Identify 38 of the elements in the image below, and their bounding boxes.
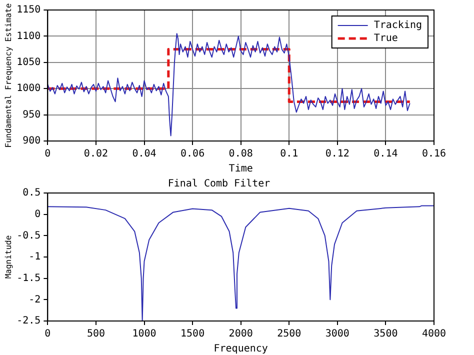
x-tick-label: 3500 — [374, 328, 398, 340]
y-tick-label: -1 — [28, 252, 41, 263]
x-tick-label: 0 — [44, 148, 51, 160]
x-axis-title: Frequency — [214, 344, 268, 355]
x-tick-label: 4000 — [422, 328, 446, 340]
y-tick-label: 1000 — [16, 83, 41, 94]
y-tick-label: 1100 — [16, 30, 41, 42]
y-axis-title: Fundamental Frequency Estimate — [4, 3, 13, 148]
x-tick-label: 0.1 — [280, 148, 298, 160]
x-tick-label: 1000 — [132, 328, 156, 340]
x-tick-label: 0.08 — [228, 148, 253, 160]
x-tick-label: 0.12 — [325, 148, 350, 160]
x-tick-label: 0.02 — [84, 148, 108, 160]
y-tick-label: -1.5 — [16, 272, 41, 284]
legend-label: Tracking — [374, 20, 422, 32]
x-tick-label: 2500 — [277, 328, 302, 340]
legend-label: True — [374, 33, 398, 44]
x-tick-label: 3000 — [325, 328, 350, 340]
x-tick-label: 0.16 — [422, 148, 446, 160]
x-tick-label: 0.14 — [374, 148, 398, 160]
chart-title: Final Comb Filter — [168, 178, 270, 190]
x-axis-title: Time — [228, 164, 253, 175]
x-tick-label: 0 — [44, 328, 51, 340]
y-tick-label: 1150 — [16, 4, 41, 16]
y-tick-label: 950 — [22, 109, 41, 120]
y-tick-label: 0.5 — [22, 188, 41, 199]
y-tick-label: -0.5 — [16, 230, 41, 242]
y-tick-label: 1050 — [16, 56, 41, 68]
y-tick-label: 0 — [34, 208, 41, 220]
x-tick-label: 0.04 — [132, 148, 156, 160]
y-tick-label: -2 — [28, 294, 41, 306]
x-tick-label: 500 — [86, 328, 106, 340]
x-tick-label: 2000 — [228, 328, 253, 340]
x-tick-label: 0.06 — [180, 148, 205, 160]
x-tick-label: 1500 — [180, 328, 205, 340]
y-axis-title: Magnitude — [4, 235, 13, 279]
y-tick-label: 900 — [22, 136, 41, 147]
y-tick-label: -2.5 — [16, 316, 41, 327]
